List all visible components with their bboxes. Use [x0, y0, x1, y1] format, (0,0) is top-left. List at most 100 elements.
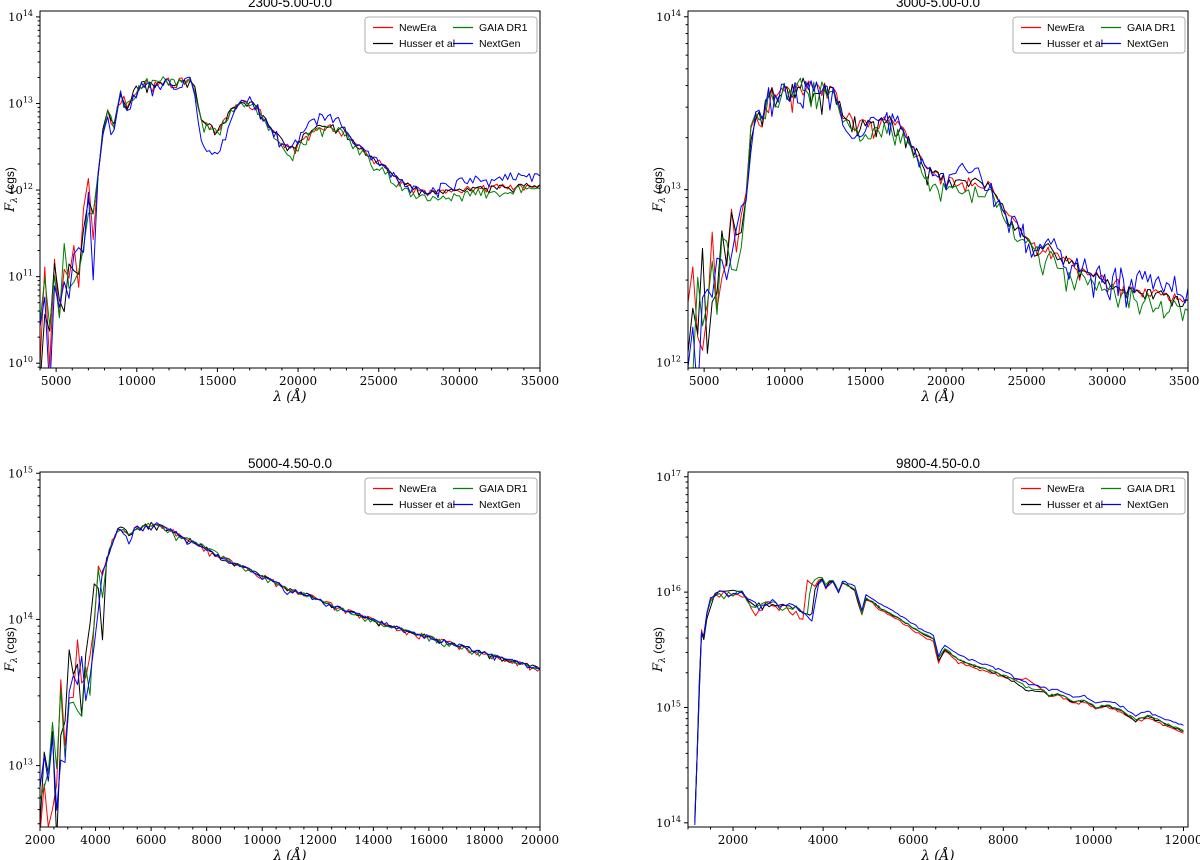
y-tick-label: 1014: [656, 9, 681, 24]
series-line-nextgen: [688, 80, 1188, 368]
y-tick-label: 1014: [8, 611, 33, 626]
x-tick-label: 2000: [718, 833, 749, 847]
axes-spines: [39, 471, 541, 828]
axes-spines: [39, 10, 541, 369]
y-tick-label: 1016: [656, 584, 681, 599]
series-line-nextgen: [694, 579, 1184, 826]
legend-item-husser-et-al: Husser et al: [373, 499, 455, 511]
y-tick-exponent: 13: [671, 182, 681, 191]
y-tick-exponent: 17: [671, 469, 681, 478]
axes-background: [40, 472, 540, 827]
legend-item-husser-et-al: Husser et al: [1021, 499, 1103, 511]
legend-item-gaia-dr1: GAIA DR1: [1101, 22, 1176, 34]
x-axis-label: λ (Å): [920, 848, 954, 860]
axes-5000-4.50-0.0: 2000 4000 6000 8000 10000 12000 14000 16000 1800…: [3, 456, 559, 860]
axes-3000-5.00-0.0: 5000 10000 15000 20000 25000 30000 35000 1012 10…: [651, 0, 1200, 405]
subplot-title: 2300-5.00-0.0: [248, 0, 332, 10]
legend-label: NewEra: [399, 483, 437, 495]
y-tick-label: 1015: [8, 465, 33, 480]
y-tick-exponent: 13: [23, 758, 33, 767]
x-tick-label: 20000: [279, 374, 317, 388]
axes-spines: [687, 471, 1189, 828]
x-tick-label: 10000: [766, 374, 804, 388]
y-tick-exponent: 14: [23, 9, 33, 18]
x-tick-label: 10000: [1074, 833, 1112, 847]
legend-label: NextGen: [1127, 38, 1169, 50]
legend-label: Husser et al: [1047, 38, 1103, 50]
y-tick-exponent: 11: [23, 269, 33, 278]
legend-label: GAIA DR1: [1127, 22, 1176, 34]
x-tick-label: 16000: [410, 833, 448, 847]
legend-item-newera: NewEra: [1021, 483, 1085, 495]
legend-label: GAIA DR1: [479, 483, 528, 495]
ylabel-F: F: [3, 662, 18, 673]
x-tick-label: 20000: [927, 374, 965, 388]
ylabel-lambda-sub: λ: [658, 197, 668, 204]
x-tick-label: 14000: [354, 833, 392, 847]
legend-item-newera: NewEra: [373, 22, 437, 34]
ylabel-units: (cgs): [651, 167, 665, 197]
x-tick-label: 4000: [808, 833, 839, 847]
legend-box: [1012, 477, 1186, 515]
legend-item-nextgen: NextGen: [1101, 38, 1169, 50]
legend-box: [1012, 16, 1186, 54]
series-line-nextgen: [40, 76, 540, 368]
legend-label: GAIA DR1: [479, 22, 528, 34]
x-tick-label: 12000: [299, 833, 337, 847]
y-tick-exponent: 12: [23, 182, 33, 191]
y-tick-exponent: 12: [671, 355, 681, 364]
y-axis-label: Fλ (cgs): [651, 627, 668, 673]
series-line-husser-et-al: [40, 79, 540, 368]
y-tick-exponent: 14: [671, 815, 681, 824]
y-axis-label: Fλ (cgs): [651, 167, 668, 213]
x-tick-label: 10000: [243, 833, 281, 847]
x-tick-label: 20000: [521, 833, 559, 847]
y-tick-label: 1010: [8, 355, 33, 370]
x-tick-label: 4000: [80, 833, 111, 847]
ylabel-lambda-sub: λ: [10, 197, 20, 204]
y-tick-exponent: 13: [23, 95, 33, 104]
ylabel-lambda-sub: λ: [658, 657, 668, 664]
ylabel-F: F: [3, 202, 18, 213]
y-tick-label: 1013: [8, 758, 33, 773]
legend-item-gaia-dr1: GAIA DR1: [1101, 483, 1176, 495]
legend-label: GAIA DR1: [1127, 483, 1176, 495]
x-axis-label: λ (Å): [272, 848, 306, 860]
x-tick-label: 10000: [118, 374, 156, 388]
x-tick-label: 8000: [191, 833, 222, 847]
y-axis-label: Fλ (cgs): [3, 167, 20, 213]
legend-item-newera: NewEra: [1021, 22, 1085, 34]
y-tick-label: 1012: [656, 355, 681, 370]
legend: NewEra Husser et al GAIA DR1 NextGen: [364, 16, 538, 54]
x-tick-label: 25000: [360, 374, 398, 388]
series-line-newera: [694, 578, 1184, 821]
legend-label: Husser et al: [399, 38, 455, 50]
legend-item-newera: NewEra: [373, 483, 437, 495]
legend-box: [364, 16, 538, 54]
y-tick-exponent: 15: [23, 465, 33, 474]
series-line-nextgen: [40, 522, 540, 811]
x-tick-label: 25000: [1008, 374, 1046, 388]
series-line-gaia-dr1: [692, 77, 1188, 368]
x-tick-label: 12000: [1164, 833, 1200, 847]
legend-box: [364, 477, 538, 515]
x-axis-label: λ (Å): [272, 389, 306, 405]
legend-item-husser-et-al: Husser et al: [1021, 38, 1103, 50]
subplot-title: 5000-4.50-0.0: [248, 456, 332, 471]
x-tick-label: 18000: [465, 833, 503, 847]
y-tick-label: 1017: [656, 469, 681, 484]
legend-label: NextGen: [1127, 499, 1169, 511]
y-tick-exponent: 15: [671, 699, 681, 708]
legend-label: NextGen: [479, 38, 521, 50]
y-tick-label: 1011: [8, 269, 33, 284]
ylabel-units: (cgs): [3, 627, 17, 657]
legend-item-nextgen: NextGen: [453, 38, 521, 50]
x-tick-label: 30000: [1088, 374, 1126, 388]
y-tick-exponent: 16: [671, 584, 681, 593]
x-tick-label: 35000: [1169, 374, 1200, 388]
legend-item-gaia-dr1: GAIA DR1: [453, 483, 528, 495]
y-tick-exponent: 10: [23, 355, 33, 364]
axes-2300-5.00-0.0: 5000 10000 15000 20000 25000 30000 35000101010…: [3, 0, 559, 405]
